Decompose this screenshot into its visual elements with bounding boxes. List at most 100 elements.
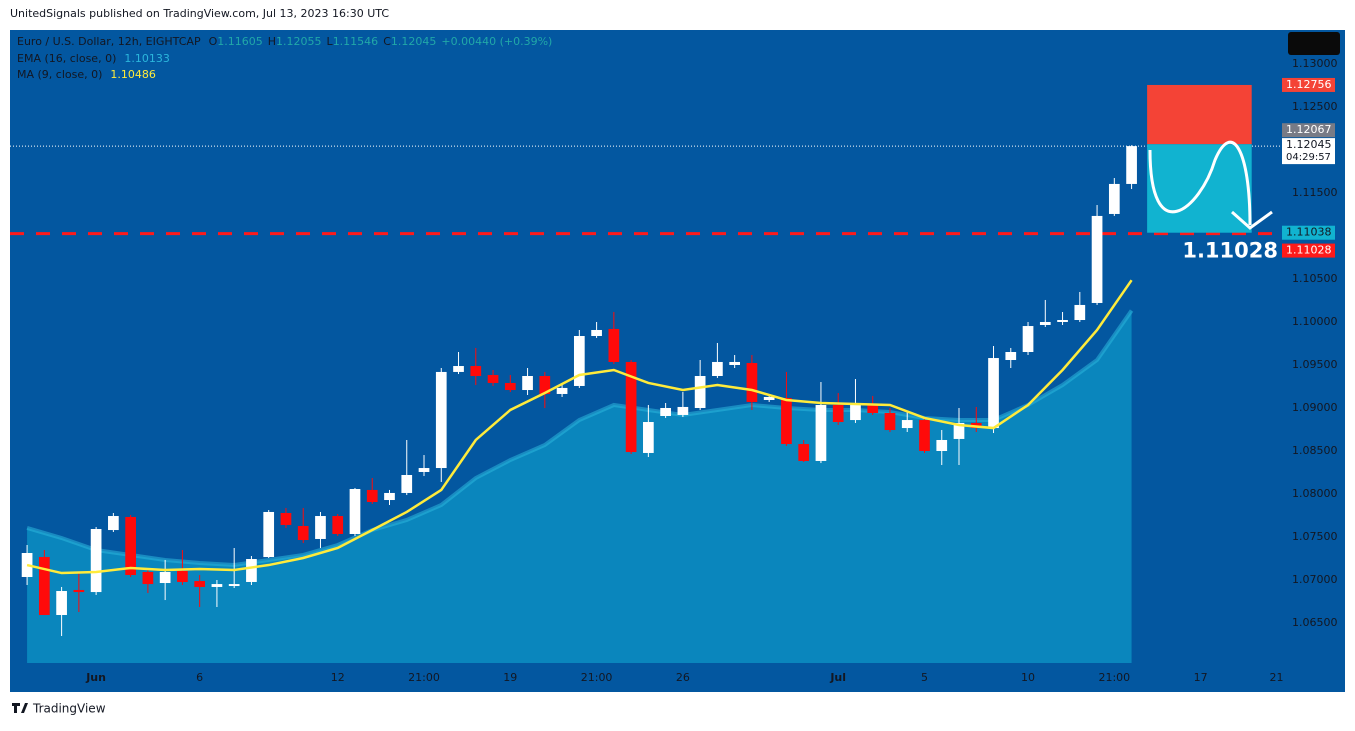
candle-body xyxy=(867,404,879,413)
candle-body xyxy=(38,557,50,616)
x-tick-label: 26 xyxy=(676,671,690,684)
x-tick-label: Jun xyxy=(85,671,106,684)
candle-body xyxy=(815,404,827,461)
logo-text: TradingView xyxy=(32,702,106,716)
candle-body xyxy=(522,375,533,391)
x-tick-label: 21:00 xyxy=(408,671,440,684)
candle-body xyxy=(919,420,930,451)
candle-body xyxy=(712,361,723,376)
candle-body xyxy=(263,511,275,558)
x-tick-label: 19 xyxy=(503,671,517,684)
legend-key: L xyxy=(327,35,334,48)
legend-value: 1.11605 xyxy=(217,35,263,48)
legend-key: O xyxy=(209,35,218,48)
candle-body xyxy=(297,525,309,541)
legend-value: 1.11546 xyxy=(333,35,379,48)
x-tick-label: 21:00 xyxy=(1098,671,1130,684)
candle-body xyxy=(798,444,810,461)
candle-body xyxy=(643,422,654,453)
candle-body xyxy=(177,570,188,582)
candle-body xyxy=(228,584,240,587)
drawing-curve xyxy=(1148,140,1252,226)
legend-symbol: Euro / U.S. Dollar, 12h, EIGHTCAP xyxy=(17,35,201,48)
candle-body xyxy=(435,371,447,469)
y-tick-label: 1.11500 xyxy=(1292,186,1338,199)
ema-line xyxy=(26,309,1134,568)
candle-body xyxy=(159,572,171,584)
time-axis-bg xyxy=(10,663,1345,692)
y-tick-label: 1.09500 xyxy=(1292,358,1338,371)
candle-body xyxy=(573,336,585,386)
candle-body xyxy=(591,329,602,337)
candle-body xyxy=(660,407,671,416)
candle-body xyxy=(988,358,999,429)
last-price-label: 1.12045 xyxy=(1286,138,1332,151)
candle-body xyxy=(366,489,378,502)
candle-body xyxy=(850,404,861,421)
publish-line: UnitedSignals published on TradingView.c… xyxy=(10,7,389,20)
candle-body xyxy=(56,591,67,616)
candle-body xyxy=(125,516,136,576)
y-tick-label: 1.10000 xyxy=(1292,315,1338,328)
candle-body xyxy=(1022,326,1034,353)
candle-body xyxy=(315,516,326,539)
hline-price-label: 1.11028 xyxy=(1286,244,1332,257)
y-tick-label: 1.07500 xyxy=(1292,530,1338,543)
candle-body xyxy=(73,589,85,593)
candle-body xyxy=(21,552,33,577)
y-tick-label: 1.13000 xyxy=(1292,57,1338,70)
x-tick-label: 5 xyxy=(921,671,928,684)
legend-indicator-name: MA (9, close, 0) xyxy=(17,68,102,81)
y-tick-label: 1.10500 xyxy=(1292,272,1338,285)
legend-symbol-line: Euro / U.S. Dollar, 12h, EIGHTCAP O1.1160… xyxy=(17,35,552,48)
legend-indicator-name: EMA (16, close, 0) xyxy=(17,52,116,65)
hline-price-label-bg xyxy=(1282,243,1335,258)
legend-indicator: MA (9, close, 0) 1.10486 xyxy=(17,68,156,81)
candle-body xyxy=(487,374,499,383)
candle-body xyxy=(280,513,292,525)
candle-body xyxy=(194,581,206,587)
x-tick-label: 10 xyxy=(1021,671,1035,684)
target-price-label: 1.11038 xyxy=(1286,226,1332,239)
legend-change: +0.00440 (+0.39%) xyxy=(441,35,552,48)
stop-price-label-bg xyxy=(1282,77,1335,92)
x-tick-label: 12 xyxy=(331,671,345,684)
candle-body xyxy=(556,387,568,394)
last-price-bg xyxy=(1282,138,1335,165)
candle-body xyxy=(470,366,482,376)
x-tick-label: Jul xyxy=(829,671,846,684)
toolbar-button[interactable] xyxy=(1288,32,1340,55)
stop-zone xyxy=(1147,84,1252,145)
y-tick-label: 1.09000 xyxy=(1292,401,1338,414)
legend-indicator: EMA (16, close, 0) 1.10133 xyxy=(17,52,170,65)
candle-body xyxy=(246,559,257,582)
legend-indicator-value: 1.10486 xyxy=(110,68,156,81)
y-tick-label: 1.06500 xyxy=(1292,616,1338,629)
candle-body xyxy=(332,516,344,534)
x-tick-label: 21:00 xyxy=(581,671,613,684)
plot: Jun 6 12 21:00 19 21:00 26 Jul 5 10 21:00 17 21 1.130… xyxy=(10,35,1345,692)
x-tick-label: 6 xyxy=(196,671,203,684)
legend-value: 1.12045 xyxy=(391,35,437,48)
candle-body xyxy=(349,489,361,534)
candle-body xyxy=(763,396,775,400)
x-tick-label: 17 xyxy=(1194,671,1208,684)
candle-body xyxy=(401,474,413,493)
candle-body xyxy=(1126,146,1137,184)
candle-body xyxy=(418,468,430,472)
candle-body xyxy=(1039,321,1051,325)
candle-body xyxy=(211,584,223,587)
entry-price-label-bg xyxy=(1282,123,1335,138)
hline-annotation: 1.11028 xyxy=(1182,239,1278,263)
candle-body xyxy=(90,529,102,593)
candle-body xyxy=(1005,352,1017,361)
candle-body xyxy=(1091,215,1103,303)
target-price-label-bg xyxy=(1282,225,1335,240)
logo-mark xyxy=(12,703,28,713)
candle-body xyxy=(832,404,844,423)
candle-body xyxy=(677,406,689,415)
candle-body xyxy=(539,375,551,394)
y-tick-label: 1.12500 xyxy=(1292,100,1338,113)
candle-body xyxy=(953,422,965,439)
